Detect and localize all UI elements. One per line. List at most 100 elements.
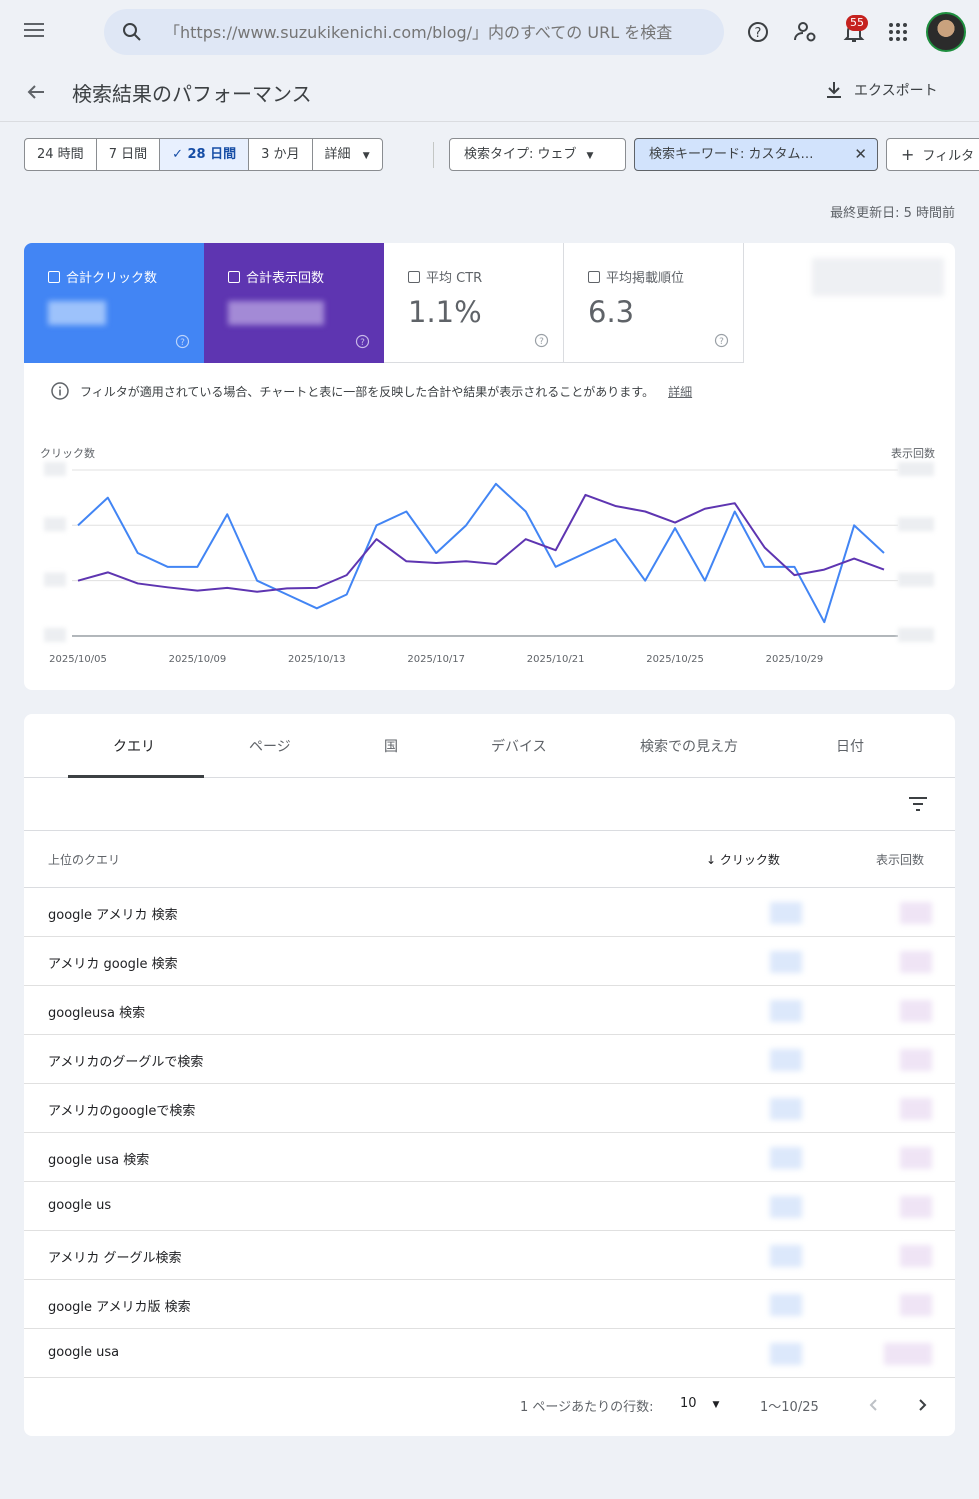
divider [433, 142, 434, 168]
prev-page-icon[interactable] [866, 1397, 882, 1413]
date-range-selector: 24 時間 7 日間 ✓ 28 日間 3 か月 詳細 ▼ [24, 138, 383, 171]
clicks-redacted [770, 1147, 802, 1169]
keyword-filter-chip[interactable]: 検索キーワード: カスタム… ✕ [634, 138, 878, 171]
user-settings-icon[interactable] [792, 18, 820, 46]
clicks-redacted [770, 1049, 802, 1071]
tab-date[interactable]: 日付 [836, 739, 864, 755]
learn-more-link[interactable]: 詳細 [668, 384, 693, 399]
redacted-tick [44, 627, 66, 642]
keyword-filter-label: 検索キーワード: カスタム… [649, 147, 814, 162]
page-header [0, 64, 979, 122]
plus-icon: + [901, 145, 915, 164]
apps-grid-icon[interactable] [884, 18, 912, 46]
table-row[interactable]: google us [24, 1182, 955, 1231]
dropdown-arrow-icon: ▼ [712, 1400, 720, 1410]
search-input[interactable] [164, 19, 704, 45]
back-arrow-icon[interactable] [24, 80, 48, 104]
checkbox-empty-icon [408, 270, 420, 283]
query-text: google usa [48, 1345, 120, 1360]
impressions-redacted [900, 1147, 932, 1169]
help-icon[interactable]: ? [744, 18, 772, 46]
performance-chart: 2025/10/05 2025/10/09 2025/10/13 2025/10/17… [44, 462, 934, 665]
redacted-tick [44, 462, 66, 476]
metric-ctr[interactable]: 平均 CTR 1.1% ? [384, 243, 564, 363]
impressions-redacted [900, 1000, 932, 1022]
clicks-redacted [770, 902, 802, 924]
svg-text:?: ? [180, 338, 185, 348]
filter-list-icon[interactable] [906, 794, 930, 814]
dropdown-arrow-icon: ▼ [586, 151, 594, 161]
tab-query[interactable]: クエリ [113, 739, 155, 755]
impressions-label: 合計表示回数 [246, 271, 325, 286]
add-filter-button[interactable]: + フィルタ [886, 138, 979, 171]
range-more[interactable]: 詳細 ▼ [313, 139, 382, 170]
page-range: 1〜10/25 [760, 1400, 819, 1415]
tab-page[interactable]: ページ [249, 739, 291, 755]
filter-notice: フィルタが適用されている場合、チャートと表に一部を反映した合計や結果が表示される… [50, 381, 692, 401]
table-row[interactable]: アメリカのグーグルで検索 [24, 1035, 955, 1084]
clicks-redacted [770, 1098, 802, 1120]
redacted-tick [898, 572, 934, 587]
help-icon[interactable]: ? [534, 333, 549, 348]
query-text: アメリカ グーグル検索 [48, 1251, 182, 1266]
query-text: google アメリカ版 検索 [48, 1300, 191, 1315]
menu-icon[interactable] [22, 20, 50, 44]
checkbox-checked-icon [228, 270, 240, 283]
range-28d[interactable]: ✓ 28 日間 [160, 139, 250, 170]
table-row[interactable]: google アメリカ 検索 [24, 888, 955, 937]
impressions-redacted [900, 1294, 932, 1316]
position-label: 平均掲載順位 [606, 271, 685, 286]
range-7d[interactable]: 7 日間 [97, 139, 161, 170]
impressions-redacted [900, 951, 932, 973]
clicks-redacted [770, 1245, 802, 1267]
impressions-redacted [900, 1196, 932, 1218]
table-row[interactable]: アメリカ google 検索 [24, 937, 955, 986]
next-page-icon[interactable] [914, 1397, 930, 1413]
impressions-value-redacted [228, 295, 324, 325]
table-row[interactable]: google アメリカ版 検索 [24, 1280, 955, 1329]
svg-text:?: ? [539, 337, 544, 347]
help-icon[interactable]: ? [355, 334, 370, 349]
download-icon [827, 82, 841, 98]
clicks-redacted [770, 1196, 802, 1218]
tab-search-appearance[interactable]: 検索での見え方 [640, 739, 738, 755]
tab-device[interactable]: デバイス [491, 739, 547, 755]
table-row[interactable]: アメリカのgoogleで検索 [24, 1084, 955, 1133]
export-button[interactable]: エクスポート [824, 80, 938, 100]
col-impressions[interactable]: 表示回数 [876, 853, 925, 867]
check-icon: ✓ [172, 147, 188, 162]
search-type-filter[interactable]: 検索タイプ: ウェブ ▼ [449, 138, 626, 171]
x-tick-label: 2025/10/13 [288, 654, 346, 665]
last-updated: 最終更新日: 5 時間前 [830, 206, 955, 221]
tab-country[interactable]: 国 [384, 739, 398, 755]
add-filter-label: フィルタ [922, 149, 975, 164]
rows-per-page-value: 10 [680, 1396, 697, 1411]
info-icon [51, 382, 69, 400]
redacted-block [812, 258, 944, 296]
impressions-redacted [900, 902, 932, 924]
rows-per-page-select[interactable]: 10 ▼ [680, 1396, 719, 1411]
close-icon[interactable]: ✕ [854, 145, 867, 163]
x-axis-ticks: 2025/10/05 2025/10/09 2025/10/13 2025/10/17… [49, 654, 823, 665]
help-icon[interactable]: ? [175, 334, 190, 349]
metric-position[interactable]: 平均掲載順位 6.3 ? [564, 243, 744, 363]
table-row[interactable]: google usa [24, 1329, 955, 1378]
clicks-redacted [770, 951, 802, 973]
clicks-redacted [770, 1343, 802, 1365]
redacted-tick [44, 572, 66, 587]
metric-clicks[interactable]: 合計クリック数 ? [24, 243, 204, 363]
table-row[interactable]: google usa 検索 [24, 1133, 955, 1182]
range-24h[interactable]: 24 時間 [25, 139, 97, 170]
account-avatar[interactable] [926, 12, 966, 52]
x-tick-label: 2025/10/05 [49, 654, 107, 665]
url-inspection-search[interactable] [104, 9, 724, 55]
table-row[interactable]: アメリカ グーグル検索 [24, 1231, 955, 1280]
help-icon[interactable]: ? [714, 333, 729, 348]
col-clicks[interactable]: ↓ クリック数 [706, 851, 780, 868]
range-3m[interactable]: 3 か月 [249, 139, 313, 170]
table-row[interactable]: googleusa 検索 [24, 986, 955, 1035]
col-query[interactable]: 上位のクエリ [48, 853, 121, 867]
metric-impressions[interactable]: 合計表示回数 ? [204, 243, 384, 363]
query-text: アメリカ google 検索 [48, 957, 178, 972]
export-label: エクスポート [854, 83, 938, 99]
